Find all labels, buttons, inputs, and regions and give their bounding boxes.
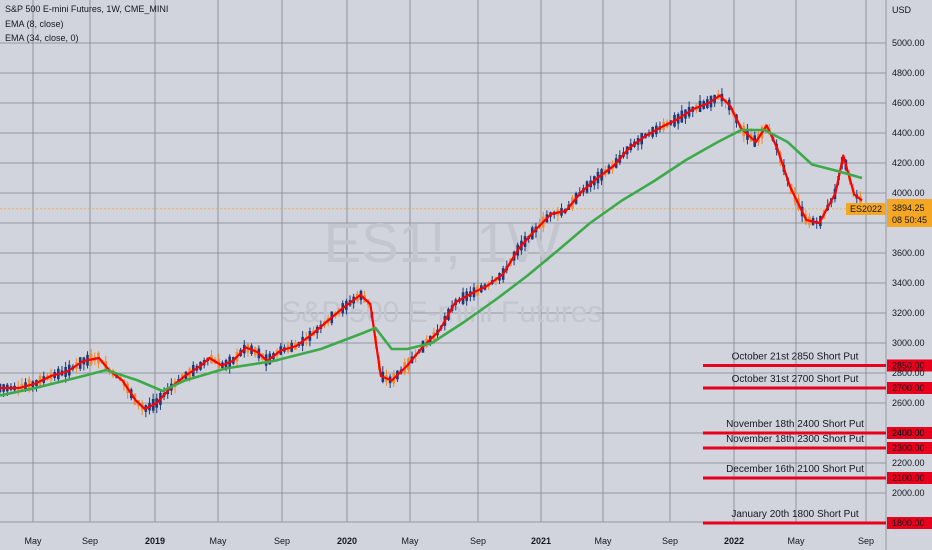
y-tick-label: 3600.00 [892,248,925,258]
ema-slow-legend[interactable]: EMA (34, close, 0) [5,33,79,43]
x-tick-label: 2020 [337,536,357,546]
level-tag: 2400.00 [892,428,925,438]
level-tag-bg [887,382,932,394]
chart-title: S&P 500 E-mini Futures, 1W, CME_MINI [5,4,169,14]
level-label: November 18th 2400 Short Put [726,419,864,430]
y-tick-label: 2000.00 [892,488,925,498]
y-tick-label: 3000.00 [892,338,925,348]
x-tick-label: May [787,536,805,546]
level-tag: 2700.00 [892,383,925,393]
x-tick-label: 2022 [724,536,744,546]
y-tick-label: 3200.00 [892,308,925,318]
level-tag: 1800.00 [892,518,925,528]
watermark: ES1!, 1W S&P 500 E-mini Futures [281,211,602,329]
level-label: January 20th 1800 Short Put [731,509,859,520]
x-tick-label: Sep [82,536,98,546]
x-tick-label: 2021 [531,536,551,546]
x-tick-label: Sep [858,536,874,546]
level-tag-bg [887,442,932,454]
y-tick-label: 4800.00 [892,68,925,78]
x-tick-label: May [401,536,419,546]
level-label: November 18th 2300 Short Put [726,434,864,445]
level-tag-bg [887,472,932,484]
x-tick-label: Sep [662,536,678,546]
x-tick-label: 2019 [145,536,165,546]
last-price: 3894.25 [892,203,925,213]
short-put-level: November 18th 2300 Short Put 2300.00 [703,434,932,454]
level-tag: 2850.00 [892,361,925,371]
short-put-level: October 31st 2700 Short Put 2700.00 [703,374,932,394]
x-tick-label: May [24,536,42,546]
short-put-level: November 18th 2400 Short Put 2400.00 [703,419,932,439]
ema-fast-legend[interactable]: EMA (8, close) [5,19,64,29]
grid [0,0,887,550]
y-tick-label: 4000.00 [892,188,925,198]
price-tags: ES2022 3894.25 08 50:45 USD [846,5,932,227]
short-put-levels: October 21st 2850 Short Put2850.00Octobe… [703,352,932,529]
ema-slow-line [0,128,863,397]
short-put-level: October 21st 2850 Short Put 2850.00 [703,352,932,372]
level-label: December 16th 2100 Short Put [726,464,864,475]
y-tick-label: 4400.00 [892,128,925,138]
x-tick-label: Sep [470,536,486,546]
y-tick-label: 5000.00 [892,38,925,48]
level-tag-bg [887,359,932,372]
ema-lines [0,94,863,411]
level-label: October 21st 2850 Short Put [732,352,859,363]
level-label: October 31st 2700 Short Put [732,374,859,385]
short-put-level: January 20th 1800 Short Put 1800.00 [703,509,932,529]
y-tick-label: 3400.00 [892,278,925,288]
level-tag-bg [887,517,932,529]
level-tag: 2100.00 [892,473,925,483]
x-tick-label: Sep [274,536,290,546]
y-tick-label: 2400.00 [892,428,925,438]
y-tick-label: 2200.00 [892,458,925,468]
contract-tag-bg [846,203,886,215]
currency-label: USD [892,5,912,15]
y-tick-label: 2600.00 [892,398,925,408]
time-axis[interactable]: May Sep 2019 May Sep 2020 May Sep 2021 May Sep 2022… [24,536,874,546]
price-axis[interactable]: 5000.00 4800.00 4600.00 4400.00 4200.00 4000.… [892,38,925,498]
x-tick-label: May [209,536,227,546]
x-tick-label: May [594,536,612,546]
bar-countdown: 08 50:45 [892,215,927,225]
last-price-tag-bg [887,199,932,227]
level-tag: 2300.00 [892,443,925,453]
level-tag-bg [887,427,932,439]
y-tick-label: 4600.00 [892,98,925,108]
short-put-level: December 16th 2100 Short Put 2100.00 [703,464,932,484]
contract-tag: ES2022 [850,204,882,214]
y-tick-label: 4200.00 [892,158,925,168]
y-tick-label: 2800.00 [892,368,925,378]
